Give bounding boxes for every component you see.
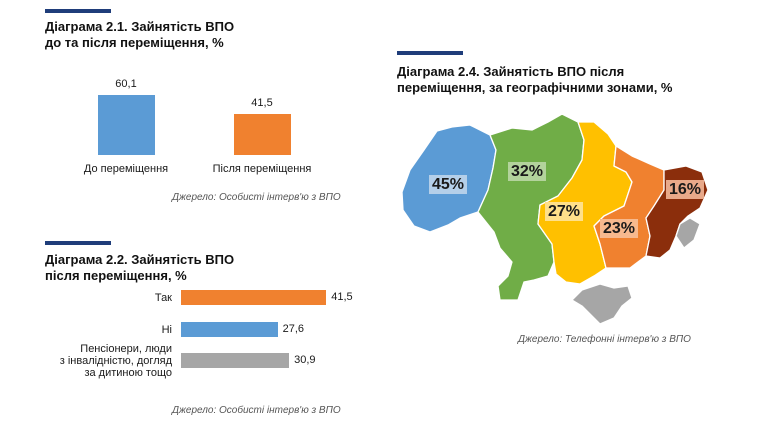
map-label-donbas: 16% [666,180,705,199]
chart2-title-line2: після переміщення, % [45,268,187,283]
map-zone-crimea [571,283,633,325]
chart2-category-label: Ні [161,323,172,336]
chart1-title: Діаграма 2.1. Зайнятість ВПО до та після… [45,19,234,51]
map-title: Діаграма 2.4. Зайнятість ВПО після перем… [397,64,672,96]
map-label-east: 23% [600,219,639,238]
map-title-line2: переміщення, за географічними зонами, % [397,80,673,95]
chart2-category-label: Пенсіонери, люди з інвалідністю, догляд за… [59,342,172,379]
chart1-title-line1: Діаграма 2.1. Зайнятість ВПО [45,19,235,34]
map-zone-south-east-other [675,217,701,249]
chart1-title-line2: до та після переміщення, % [45,35,224,50]
chart2-value-label: 30,9 [294,354,316,366]
chart1-accent-bar [45,9,111,13]
chart2-value-label: 41,5 [331,291,353,303]
chart1-category-label: Після переміщення [212,163,312,175]
chart2-bar [181,322,278,337]
map-label-north-central: 32% [508,162,547,181]
map-zone-north-central [477,113,585,301]
map-label-center-east: 27% [545,202,584,221]
chart1-value-label: 41,5 [251,96,273,109]
map-label-west: 45% [429,175,468,194]
chart2-title: Діаграма 2.2. Зайнятість ВПО після перем… [45,252,234,284]
chart2-bar [181,290,327,305]
chart2-bar [181,353,290,368]
chart1-bar [97,94,155,155]
map-title-line1: Діаграма 2.4. Зайнятість ВПО після [397,64,625,79]
chart2-category-label: Так [154,291,172,304]
chart2-title-line1: Діаграма 2.2. Зайнятість ВПО [45,252,235,267]
chart2-source: Джерело: Особисті інтерв'ю з ВПО [172,405,341,416]
chart1-source: Джерело: Особисті інтерв'ю з ВПО [172,192,341,203]
chart1-bar [233,113,291,155]
map-source: Джерело: Телефонні інтерв'ю з ВПО [518,334,691,345]
map-accent-bar [397,51,463,55]
chart2-value-label: 27,6 [282,323,305,335]
chart2-accent-bar [45,241,111,245]
chart1-value-label: 60,1 [115,77,137,90]
chart1-category-label: До переміщення [83,163,169,175]
